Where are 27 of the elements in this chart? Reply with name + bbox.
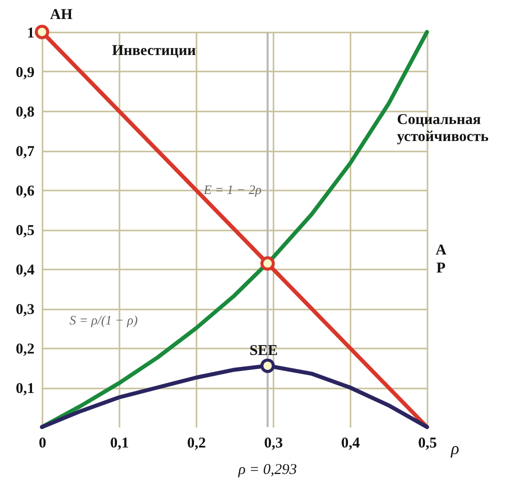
x-tick-label: 0,5	[418, 436, 437, 452]
y-tick-label: 1	[27, 26, 34, 42]
ref-line-label: ρ = 0,293	[237, 462, 297, 478]
y-tick-label: 0,2	[16, 342, 34, 358]
y-tick-label: 0,6	[16, 184, 35, 200]
point	[260, 358, 275, 373]
x-tick-label: 0	[38, 436, 46, 452]
y-tick-label: 0,1	[16, 381, 34, 397]
x-tick-label: 0,1	[110, 436, 129, 452]
text: AP	[436, 242, 447, 276]
y-tick-label: 0,4	[16, 262, 35, 278]
point	[260, 256, 275, 271]
y-tick-label: 0,7	[16, 144, 35, 160]
y-tick-label: 0,3	[16, 302, 34, 318]
y-tick-label: 0,8	[16, 104, 34, 120]
point	[34, 24, 50, 40]
annotation: S = ρ/(1 − ρ)	[69, 312, 138, 328]
y-tick-label: 0,9	[16, 65, 34, 81]
annotation: AH	[50, 7, 73, 23]
x-tick-label: 0,3	[264, 436, 283, 452]
x-tick-label: 0,2	[187, 436, 206, 452]
series-label: Социальная устойчивость	[397, 112, 489, 145]
annotation: SEE	[249, 342, 278, 359]
x-tick-label: 0,4	[341, 436, 360, 452]
y-tick-label: 0,5	[16, 223, 34, 239]
x-axis-title: ρ	[450, 439, 460, 458]
text: Инвестиции	[112, 42, 196, 59]
